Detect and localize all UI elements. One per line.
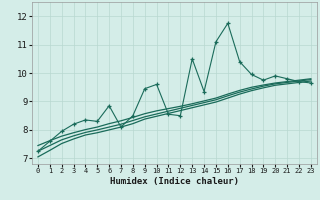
X-axis label: Humidex (Indice chaleur): Humidex (Indice chaleur) (110, 177, 239, 186)
